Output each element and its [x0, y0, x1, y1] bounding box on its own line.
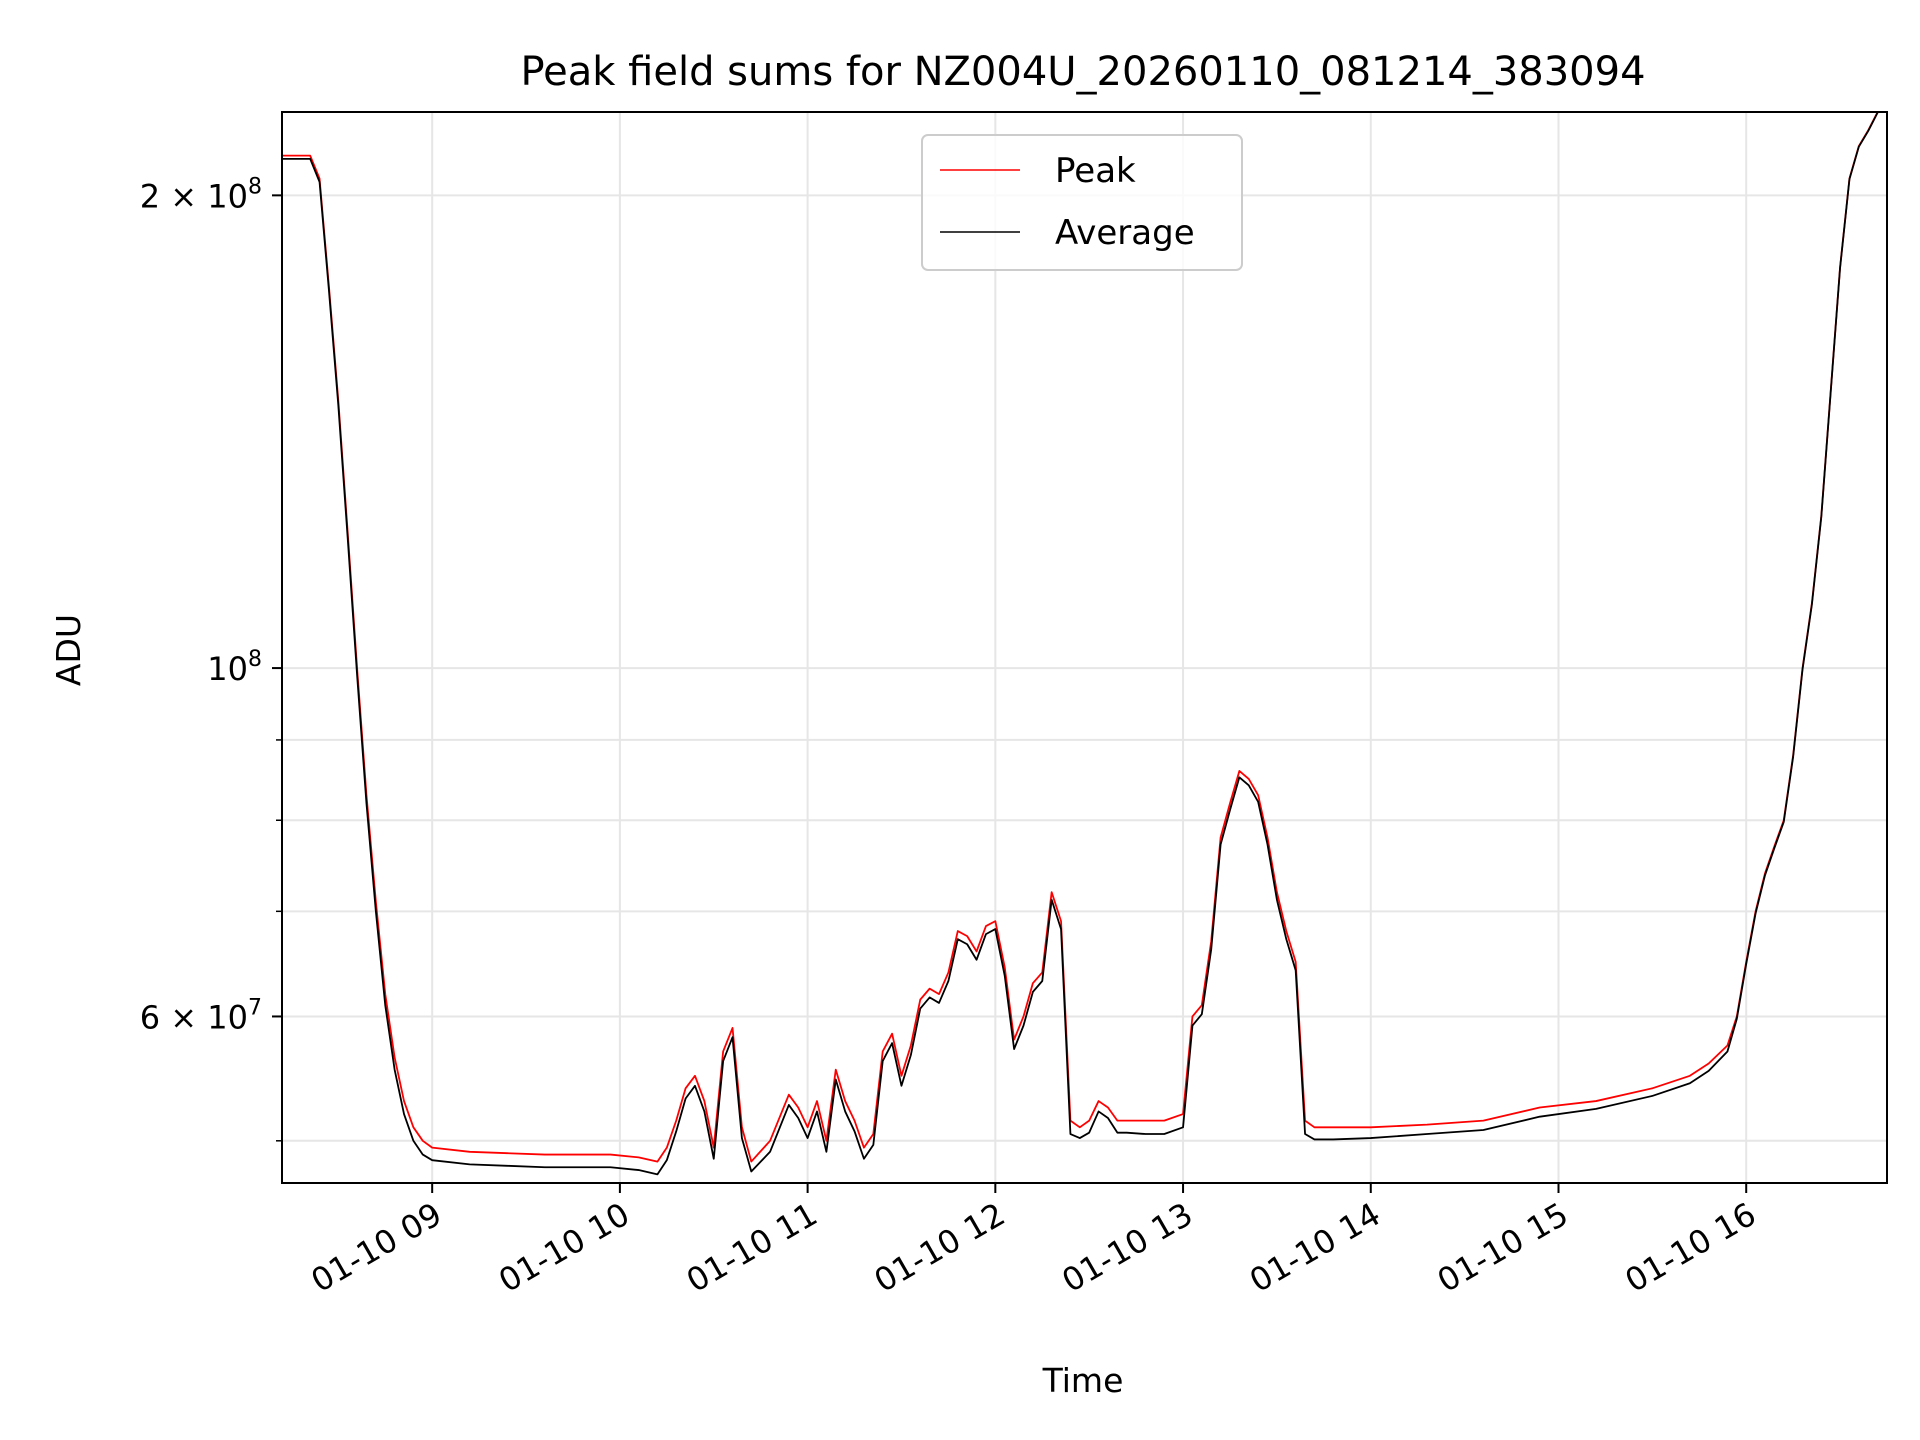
legend-label-peak: Peak: [1055, 151, 1136, 191]
series-layer: [282, 112, 1881, 1176]
legend-box: [921, 134, 1243, 271]
plot-frame: [281, 111, 1888, 1184]
y-axis-label: ADU: [49, 614, 88, 686]
y-tick-label: 2 × 108: [140, 174, 262, 215]
x-axis-label: Time: [1042, 1361, 1124, 1400]
y-tick-label: 6 × 107: [140, 995, 262, 1036]
grid: [282, 112, 1887, 1183]
y-tick-label: 108: [207, 647, 262, 688]
series-line-peak: [282, 112, 1880, 1163]
legend-label-average: Average: [1055, 213, 1195, 253]
chart-title: Peak field sums for NZ004U_20260110_0812…: [520, 49, 1645, 95]
series-line-average: [282, 112, 1881, 1176]
legend: Peak Average: [921, 134, 1243, 271]
